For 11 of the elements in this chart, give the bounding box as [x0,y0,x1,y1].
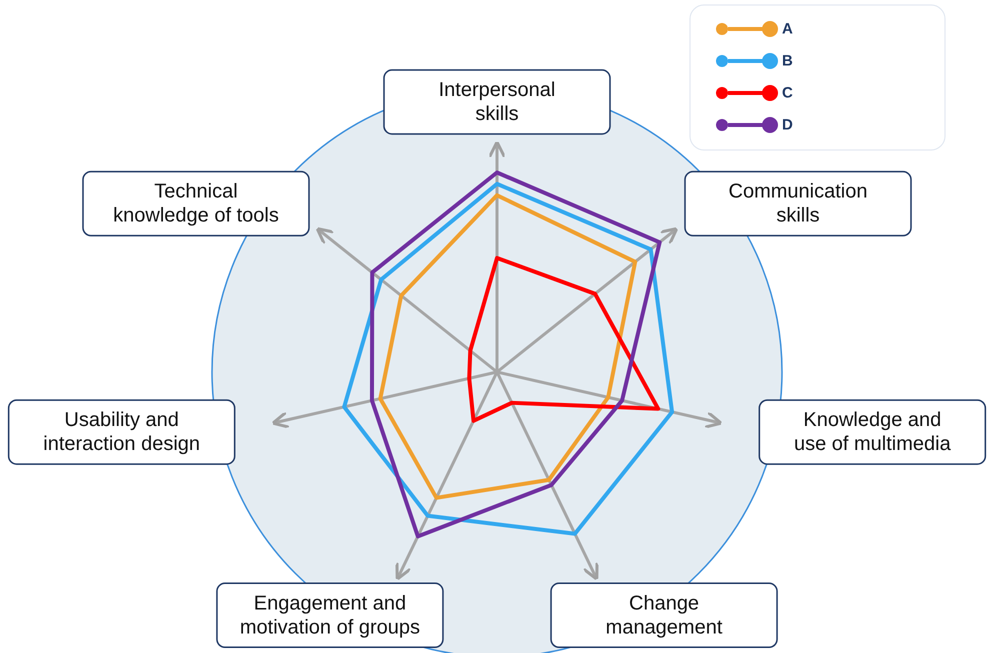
legend-label: B [782,52,793,70]
legend-label: C [782,84,793,102]
spoke-label: Communication skills [728,180,868,227]
spoke-label: Change management [606,592,723,638]
legend-label: D [782,116,793,134]
legend-label: A [782,20,793,38]
spoke-label: Knowledge and use of multimedia [794,409,952,456]
spoke-label: Usability and interaction design [43,409,200,456]
spoke-label: Engagement and motivation of groups [240,592,420,638]
spoke-label: Interpersonal skills [438,79,556,125]
spoke-label: Technical knowledge of tools [113,180,279,227]
